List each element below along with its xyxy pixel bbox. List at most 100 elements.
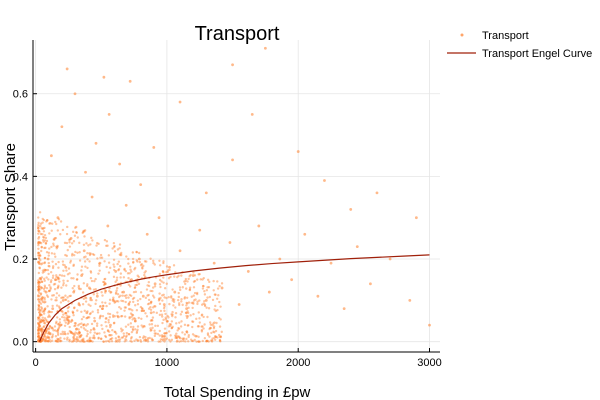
scatter-point bbox=[106, 339, 110, 343]
scatter-point bbox=[94, 302, 97, 306]
scatter-point bbox=[183, 323, 187, 327]
scatter-point bbox=[43, 286, 47, 289]
scatter-point bbox=[37, 223, 40, 227]
scatter-point bbox=[37, 322, 40, 325]
scatter-point bbox=[66, 248, 69, 252]
scatter-point bbox=[109, 325, 112, 329]
scatter-point bbox=[88, 336, 92, 340]
scatter-point bbox=[128, 285, 132, 288]
scatter-point bbox=[135, 309, 139, 312]
scatter-point bbox=[107, 271, 111, 274]
scatter-point bbox=[185, 304, 188, 307]
scatter-point bbox=[46, 268, 50, 272]
scatter-point bbox=[76, 236, 79, 239]
scatter-point bbox=[66, 273, 70, 276]
scatter-point bbox=[113, 268, 116, 272]
scatter-point bbox=[74, 322, 77, 325]
scatter-point bbox=[43, 321, 47, 325]
scatter-point bbox=[42, 325, 45, 329]
scatter-point bbox=[37, 280, 41, 283]
scatter-point bbox=[68, 329, 72, 333]
scatter-point bbox=[201, 278, 204, 281]
scatter-point bbox=[191, 325, 194, 329]
scatter-point bbox=[127, 307, 131, 311]
scatter-point bbox=[176, 339, 179, 342]
scatter-point bbox=[86, 332, 89, 336]
scatter-point bbox=[65, 317, 68, 320]
scatter-point bbox=[203, 293, 207, 296]
scatter-point bbox=[169, 323, 173, 326]
scatter-point bbox=[65, 241, 69, 245]
scatter-point bbox=[158, 272, 161, 276]
scatter-point bbox=[127, 276, 130, 280]
scatter-point bbox=[342, 307, 346, 311]
scatter-point bbox=[174, 306, 177, 309]
scatter-point bbox=[144, 270, 147, 273]
scatter-point bbox=[125, 294, 128, 297]
scatter-point bbox=[105, 244, 108, 248]
scatter-point bbox=[83, 235, 86, 238]
scatter-point bbox=[58, 280, 61, 283]
y-tick-label: 0.0 bbox=[13, 337, 28, 349]
scatter-point bbox=[37, 229, 41, 233]
scatter-point bbox=[71, 340, 75, 343]
scatter-point bbox=[191, 333, 195, 336]
scatter-point bbox=[130, 330, 134, 334]
scatter-point bbox=[60, 286, 63, 289]
scatter-point bbox=[120, 251, 123, 255]
scatter-point bbox=[37, 336, 40, 340]
scatter-point bbox=[113, 321, 116, 325]
scatter-point bbox=[134, 328, 137, 331]
scatter-point bbox=[124, 335, 128, 339]
scatter-point bbox=[95, 294, 99, 298]
scatter-point bbox=[72, 290, 76, 294]
scatter-point bbox=[176, 298, 180, 302]
scatter-point bbox=[86, 316, 90, 319]
scatter-point bbox=[164, 316, 167, 319]
scatter-point bbox=[122, 332, 125, 335]
scatter-point bbox=[171, 297, 175, 301]
scatter-point bbox=[181, 303, 184, 307]
scatter-point bbox=[80, 325, 83, 329]
scatter-point bbox=[183, 296, 187, 299]
scatter-point bbox=[113, 330, 116, 334]
scatter-point bbox=[38, 267, 41, 270]
scatter-point bbox=[84, 328, 87, 332]
scatter-point bbox=[37, 240, 40, 244]
scatter-point bbox=[58, 273, 62, 277]
scatter-point bbox=[39, 308, 42, 312]
scatter-point bbox=[39, 276, 42, 280]
scatter-point bbox=[38, 291, 41, 295]
scatter-point bbox=[163, 337, 166, 340]
scatter-point bbox=[93, 316, 96, 320]
scatter-point bbox=[77, 324, 80, 327]
scatter-point bbox=[177, 274, 180, 278]
scatter-point bbox=[170, 295, 173, 298]
scatter-point bbox=[82, 230, 85, 234]
scatter-point bbox=[216, 287, 220, 290]
scatter-point bbox=[91, 340, 94, 343]
scatter-point bbox=[54, 322, 58, 325]
scatter-point bbox=[150, 339, 154, 342]
scatter-point bbox=[116, 248, 120, 251]
scatter-point bbox=[43, 277, 46, 281]
scatter-point bbox=[184, 340, 187, 343]
scatter-point bbox=[85, 334, 89, 338]
scatter-point bbox=[158, 283, 162, 286]
scatter-point bbox=[67, 305, 71, 309]
scatter-point bbox=[37, 328, 40, 332]
scatter-point bbox=[89, 331, 92, 334]
scatter-point bbox=[59, 301, 63, 304]
scatter-point bbox=[37, 287, 41, 290]
scatter-point bbox=[86, 283, 89, 286]
scatter-point bbox=[71, 230, 75, 234]
scatter-point bbox=[67, 321, 71, 325]
scatter-point bbox=[65, 318, 68, 322]
scatter-point bbox=[130, 278, 133, 282]
scatter-point bbox=[37, 306, 40, 309]
scatter-point bbox=[42, 230, 46, 233]
scatter-point bbox=[148, 336, 151, 340]
scatter-point bbox=[125, 339, 128, 342]
scatter-point bbox=[49, 287, 52, 290]
